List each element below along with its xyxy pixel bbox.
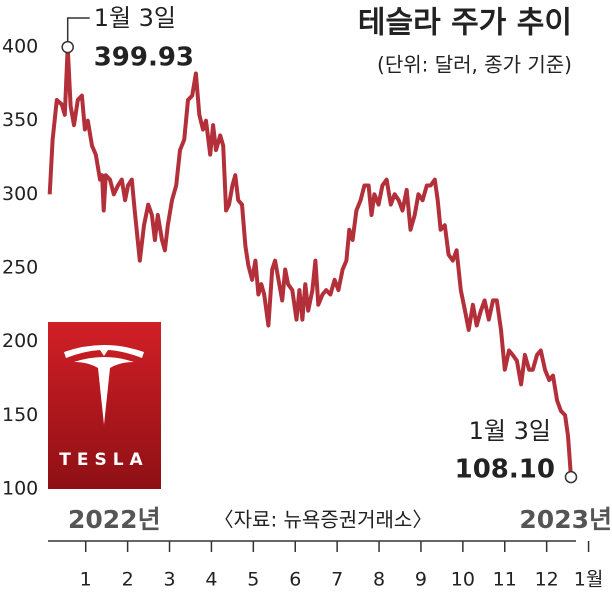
- x-tick-label: 10: [451, 569, 475, 591]
- point-date: 1월 3일: [94, 4, 176, 32]
- x-tick-label: 9: [415, 569, 427, 591]
- y-tick-label: 250: [2, 257, 38, 279]
- source: 〈자료: 뉴욕증권거래소〉: [214, 508, 433, 532]
- logo-text: TESLA: [59, 450, 148, 470]
- leader-line: [66, 17, 90, 48]
- value-label: 108.10: [455, 455, 555, 485]
- x-tick-label: 3: [163, 569, 175, 591]
- y-tick-label: 150: [2, 404, 38, 426]
- y-tick-label: 350: [2, 109, 38, 131]
- x-tick-label: 5: [247, 569, 259, 591]
- point-date: 1월 3일: [469, 417, 551, 445]
- value-label: 399.93: [94, 43, 194, 73]
- chart-title: 테슬라 주가 추이: [358, 6, 572, 41]
- y-tick-label: 300: [2, 183, 38, 205]
- y-tick-label: 200: [2, 330, 38, 352]
- chart-subtitle: (단위: 달러, 종가 기준): [377, 53, 572, 77]
- y-tick-label: 100: [2, 478, 38, 500]
- x-tick-label: 4: [205, 569, 217, 591]
- price-line: [47, 45, 573, 478]
- x-tick-label: 12: [535, 569, 559, 591]
- year-label: 2023년: [519, 505, 612, 534]
- year-label: 2022년: [68, 505, 161, 534]
- logo: TESLA: [48, 322, 161, 489]
- point-marker: [564, 470, 578, 484]
- x-tick-label: 8: [373, 569, 385, 591]
- x-tick-label: 1월: [574, 569, 604, 591]
- x-tick-label: 6: [289, 569, 301, 591]
- x-tick-label: 11: [493, 569, 517, 591]
- x-tick-label: 1: [80, 569, 92, 591]
- x-tick-label: 7: [331, 569, 343, 591]
- point-marker: [61, 40, 74, 54]
- x-tick-label: 2: [122, 569, 134, 591]
- y-tick-label: 400: [2, 36, 38, 58]
